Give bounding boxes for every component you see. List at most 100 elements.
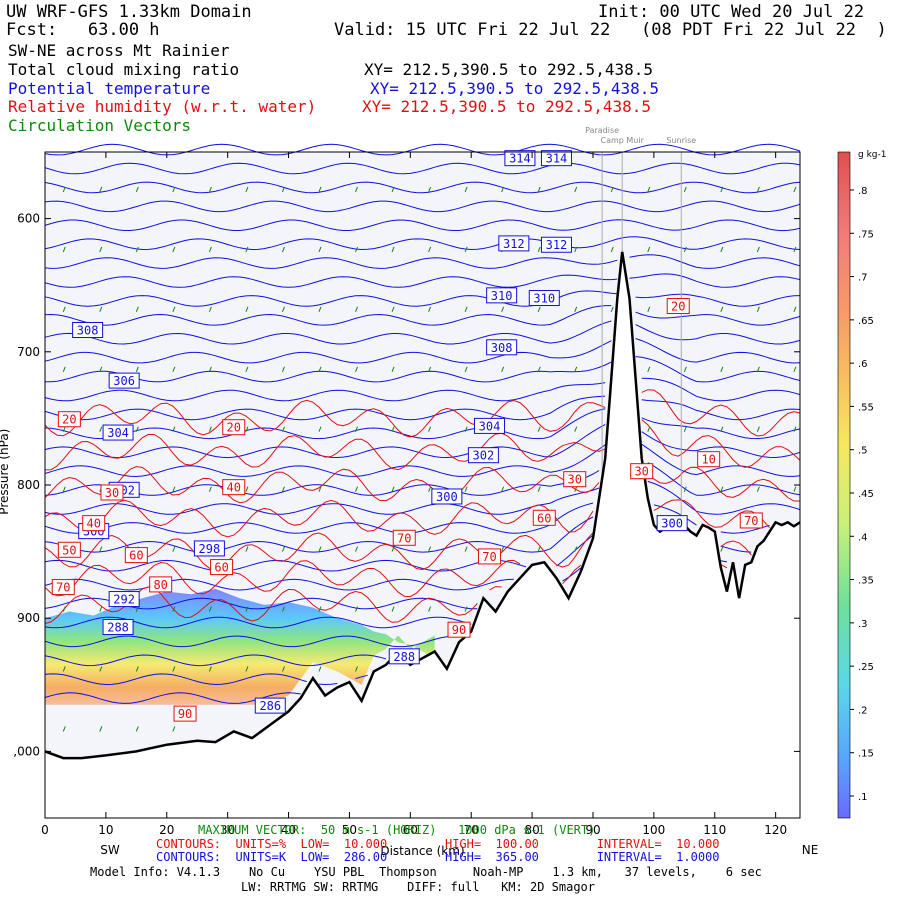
circulation-vector — [318, 486, 322, 492]
theta-contour-label-box — [467, 447, 499, 464]
model-info: Model Info: V4.1.3 No Cu YSU PBL Thompso… — [90, 865, 762, 879]
circulation-vector — [318, 606, 322, 612]
theta-contour-label-box — [473, 417, 505, 434]
colorbar-tick-label: .1 — [858, 792, 868, 803]
colorbar-tick-label: .7 — [858, 273, 868, 284]
theta-contour-label: 304 — [107, 426, 129, 440]
circulation-vector — [355, 366, 358, 372]
circulation-vector — [318, 666, 322, 672]
x-tick-label: 40 — [281, 823, 296, 837]
x-tick-label: 70 — [464, 823, 479, 837]
theta-contour-line — [44, 424, 801, 459]
circulation-vector — [355, 486, 358, 492]
rh-contour-label: 90 — [178, 707, 192, 721]
rh-contour-label: 80 — [153, 578, 167, 592]
y-tick-label: 800 — [17, 478, 40, 492]
y-tick-label: 900 — [17, 611, 40, 625]
circulation-vector — [793, 486, 797, 492]
rh-contour-label-box — [532, 509, 556, 526]
circulation-vector — [428, 486, 432, 492]
circulation-vector — [135, 366, 139, 372]
circulation-vector — [683, 366, 687, 372]
theta-contour-line — [44, 200, 801, 213]
theta-contour-label: 298 — [199, 542, 221, 556]
rh-contour-label-box — [210, 559, 234, 576]
field-cloud-label: Total cloud mixing ratio — [8, 60, 240, 79]
theta-contour-label-box — [431, 488, 463, 505]
circulation-vector — [610, 186, 614, 193]
theta-contour-line — [44, 516, 752, 553]
rh-contour-label-box — [563, 471, 587, 488]
circulation-vector — [62, 486, 66, 492]
rh-contour-label: 20 — [671, 300, 685, 314]
init-time: Init: 00 UTC Wed 20 Jul 22 — [598, 2, 865, 22]
theta-contour-label-box — [504, 150, 536, 167]
circulation-vector — [574, 366, 578, 372]
circulation-vector — [318, 246, 322, 253]
circulation-vector — [574, 486, 578, 492]
circulation-vector — [391, 426, 395, 432]
theta-contour-line — [44, 443, 801, 478]
theta-contour-label: 288 — [107, 621, 129, 635]
circulation-vector — [245, 366, 249, 372]
circulation-vector — [793, 426, 797, 432]
circulation-vector — [464, 546, 468, 552]
circulation-vector — [245, 546, 249, 552]
theta-contour-line — [44, 673, 368, 686]
field-theta-label: Potential temperature — [8, 79, 211, 98]
colorbar-tick-label: .25 — [858, 662, 874, 673]
colorbar-tick-label: .15 — [858, 749, 874, 760]
circulation-vector — [245, 606, 249, 612]
circulation-vector — [172, 726, 176, 732]
theta-contour-label: 302 — [473, 449, 495, 463]
circulation-vector — [793, 246, 797, 253]
theta-contour-line — [44, 616, 472, 629]
circulation-vector — [318, 546, 322, 552]
theta-contour-label-box — [72, 321, 104, 338]
circulation-vector — [428, 546, 432, 552]
circulation-vector — [537, 366, 541, 372]
circulation-vector — [610, 306, 614, 313]
circulation-vector — [99, 726, 103, 732]
circulation-vector — [464, 186, 468, 193]
circulation-vector — [172, 306, 176, 313]
rh-contour-label: 60 — [129, 549, 143, 563]
rh-contour-label-box — [149, 576, 173, 593]
x-tick-label: 90 — [585, 823, 600, 837]
circulation-vector — [391, 366, 395, 372]
theta-contour-label: 286 — [259, 699, 281, 713]
circulation-vector — [62, 246, 66, 253]
theta-contour-line — [44, 395, 801, 421]
circulation-vector — [756, 246, 760, 253]
circulation-vector — [428, 366, 432, 372]
rh-contour-label-box — [57, 411, 81, 428]
rh-contour-label-box — [666, 298, 690, 315]
circulation-vector — [720, 426, 724, 432]
rh-contour-label: 20 — [62, 413, 76, 427]
terrain-surface-line — [44, 251, 801, 760]
circulation-vector — [99, 366, 103, 372]
circulation-vector — [537, 186, 541, 193]
theta-contour-label: 306 — [113, 374, 135, 388]
circulation-vector — [99, 306, 103, 313]
circulation-vector — [574, 246, 578, 253]
circulation-vector — [318, 306, 322, 313]
colorbar-units: g kg-1 — [858, 150, 886, 160]
theta-contour-line — [44, 377, 801, 402]
theta-contour-line — [44, 219, 801, 232]
circulation-vector — [647, 186, 651, 193]
circulation-vector — [501, 186, 505, 193]
colorbar-tick-label: .6 — [858, 359, 868, 370]
field-rh-label: Relative humidity (w.r.t. water) — [8, 97, 317, 116]
circulation-vector — [135, 306, 139, 313]
circulation-vector — [756, 306, 760, 313]
circulation-vector — [245, 306, 249, 313]
colorbar-tick-label: .35 — [858, 576, 874, 587]
circulation-vector — [537, 486, 541, 492]
circulation-vector — [574, 426, 578, 432]
contours-rh-info: CONTOURS: UNITS=% LOW= 10.000 HIGH= 100.… — [156, 837, 720, 851]
circulation-vector — [720, 546, 724, 552]
circulation-vector — [428, 606, 432, 612]
x-tick-label: 50 — [342, 823, 357, 837]
model-title: UW WRF-GFS 1.33km Domain — [6, 2, 252, 22]
